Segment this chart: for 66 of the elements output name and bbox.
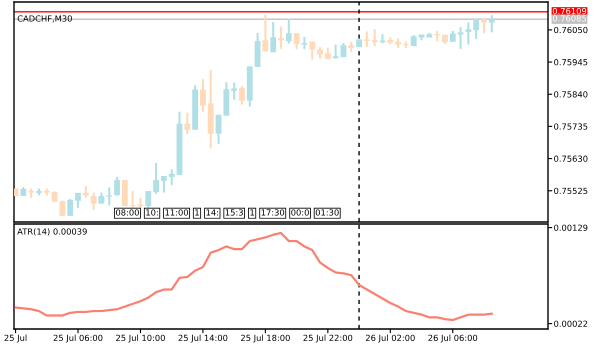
candlestick [145,190,152,209]
chart-title: ATR(14) 0.00039 [17,228,87,236]
ref-line-label: 0.76109 [552,8,586,14]
candlestick [458,26,464,50]
y-tick-label: 0.00022 [554,320,588,327]
candlestick [395,37,402,50]
candlestick [138,196,144,209]
ref-line-label: 0.76085 [552,15,586,22]
y-tick-label: 0.75735 [554,123,588,130]
candlestick [364,30,370,48]
candlestick [82,184,89,199]
candlestick [262,14,268,52]
candlestick [75,192,81,209]
candlestick [216,114,222,146]
candlestick [340,42,346,58]
y-tick-label: 0.75525 [554,188,588,194]
candlestick [278,25,284,50]
annotation: 11:00 [166,209,188,216]
candlestick [294,32,300,50]
annotation: 00:0 [291,209,309,216]
x-tick-label: 25 Jul 22:00 [303,334,352,343]
candlestick [270,20,276,54]
candlestick [332,44,339,60]
candlestick [114,176,120,196]
y-tick-label: 0.75840 [554,91,588,98]
y-tick-label: 0.00129 [554,224,588,231]
candlestick [239,85,245,106]
candlestick [200,78,206,113]
x-tick-label: 25 Jul 10:00 [116,334,165,343]
y-tick-label: 0.75945 [554,59,588,66]
y-tick-label: 0.76050 [554,26,588,34]
x-tick-label: 26 Jul 02:00 [366,334,415,343]
annotation: 08:00 [116,209,139,216]
candlestick [324,46,331,61]
text: CADCHF,M30 [18,15,72,22]
candlestick [90,192,97,211]
x-tick-label: 26 Jul 06:00 [428,334,478,343]
candlestick [168,168,175,186]
annotation: 1 [250,209,254,216]
annotation: 01:30 [316,209,339,216]
candlestick [52,190,58,203]
candlestick [160,174,167,194]
candlestick [450,30,456,43]
candlestick [309,40,316,61]
annotation: 1 [195,209,199,216]
annotation: 15:3 [226,209,243,216]
candlestick [488,14,495,34]
candlestick [28,188,34,200]
candlestick [380,33,386,44]
candlestick [153,162,160,195]
candlestick [481,18,487,34]
candlestick [59,200,66,217]
candlestick [184,112,190,136]
x-tick-label: 25 Jul 06:00 [54,334,102,343]
x-tick-label: 25 Jul [4,334,26,343]
annotation: 10: [146,209,158,216]
candlestick [317,46,323,60]
candlestick [67,198,74,217]
x-tick-label: 25 Jul 14:00 [178,334,228,343]
candlestick [434,30,440,42]
annotation: 14: [206,209,218,216]
candlestick [301,36,308,50]
annotation: 17:30 [262,209,284,216]
x-tick-label: 25 Jul 18:00 [241,334,290,343]
candlestick [348,40,354,53]
y-tick-label: 0.75630 [554,156,588,162]
